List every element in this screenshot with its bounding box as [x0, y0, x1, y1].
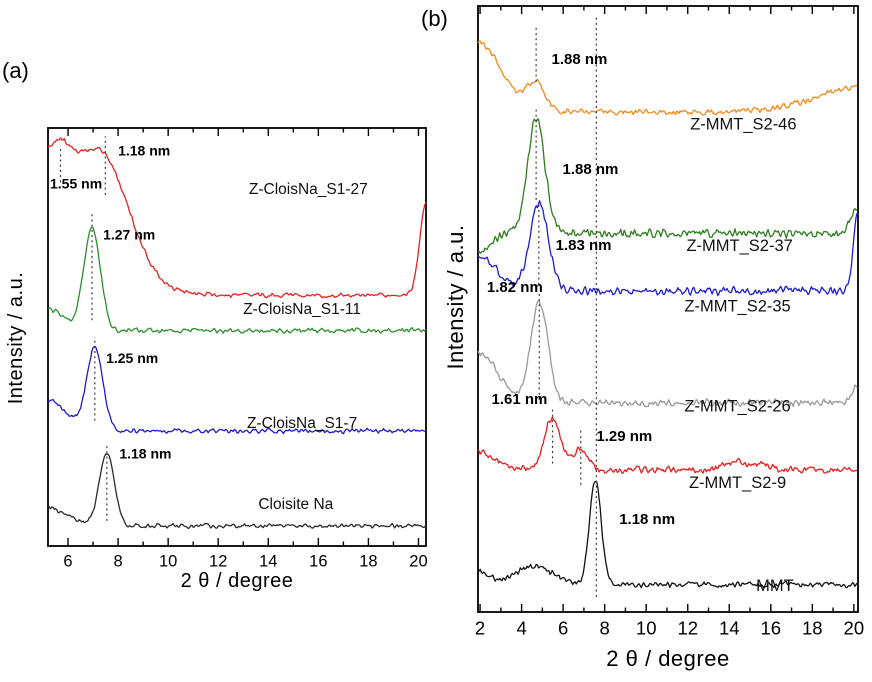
x-tick-label: 14: [719, 618, 740, 639]
x-tick-label: 16: [309, 553, 327, 571]
series-curve: [477, 480, 858, 589]
axes-frame: [47, 127, 427, 547]
peak-label: 1.55 nm: [50, 176, 102, 192]
peak-label: 1.25 nm: [106, 350, 158, 366]
peak-label: 1.88 nm: [563, 161, 619, 178]
series-label: Z-CloisNa_S1-7: [247, 415, 357, 432]
x-tick-label: 2: [475, 618, 485, 639]
x-tick-label: 18: [802, 618, 823, 639]
series-label: MMT: [756, 577, 794, 595]
series-curve: [47, 137, 427, 299]
x-tick-label: 10: [159, 553, 177, 571]
panel-b-x-axis-title: 2 θ / degree: [606, 646, 730, 671]
x-tick-label: 12: [677, 618, 698, 639]
x-tick-label: 10: [636, 618, 657, 639]
series-label: Z-MMT_S2-26: [684, 398, 790, 416]
peak-label: 1.18 nm: [119, 446, 171, 462]
x-tick-label: 12: [209, 553, 227, 571]
peak-label: 1.83 nm: [556, 237, 612, 254]
panel-b-y-axis-title: Intensity / a.u.: [443, 224, 468, 370]
series-label: Cloisite Na: [258, 496, 333, 513]
series-curve: [477, 118, 858, 254]
x-tick-label: 14: [259, 553, 277, 571]
axes-frame: [477, 5, 859, 613]
peak-label: 1.61 nm: [491, 391, 547, 408]
x-tick-label: 8: [600, 618, 610, 639]
panel-a-plot: 6 8 10 12 14 16 18 20 Cloisite Na 1.18 nm Z-CloisN…: [47, 127, 428, 571]
panel-b-label: (b): [421, 6, 448, 31]
panel-a-x-axis-title: 2 θ / degree: [180, 570, 294, 592]
series-curve: [477, 200, 858, 297]
series-label: Z-CloisNa_S1-11: [243, 301, 361, 318]
series-curve: [47, 345, 427, 435]
series-label: Z-MMT_S2-35: [684, 298, 790, 316]
x-tick-label: 20: [409, 553, 427, 571]
peak-label: 1.18 nm: [619, 511, 675, 528]
series-curve: [477, 299, 858, 408]
series-curve: [477, 416, 858, 474]
series-label: Z-MMT_S2-46: [690, 116, 796, 134]
series-label: Z-MMT_S2-37: [686, 237, 792, 255]
peak-label: 1.18 nm: [118, 143, 170, 159]
panel-b-plot: 2 4 6 8 10 12 14 16 18 20 MMT 1.18 nm Z-MMT_S2-9 1.61…: [475, 5, 865, 639]
x-tick-label: 18: [359, 553, 377, 571]
peak-label: 1.29 nm: [596, 428, 652, 445]
series-label: Z-MMT_S2-9: [689, 474, 786, 492]
peak-label: 1.82 nm: [487, 279, 543, 296]
x-tick-label: 6: [63, 553, 72, 571]
panel-a-y-axis-title: Intensity / a.u.: [5, 271, 27, 405]
series-curve: [47, 453, 427, 530]
x-tick-label: 16: [760, 618, 781, 639]
x-tick-label: 6: [558, 618, 568, 639]
peak-label: 1.88 nm: [552, 51, 608, 68]
series-curve: [47, 226, 427, 334]
panel-a-label: (a): [2, 58, 29, 83]
x-tick-label: 8: [113, 553, 122, 571]
series-label: Z-CloisNa_S1-27: [249, 181, 368, 198]
series-curve: [477, 40, 858, 116]
peak-label: 1.27 nm: [103, 227, 155, 243]
x-tick-label: 4: [516, 618, 526, 639]
x-tick-label: 20: [844, 618, 865, 639]
